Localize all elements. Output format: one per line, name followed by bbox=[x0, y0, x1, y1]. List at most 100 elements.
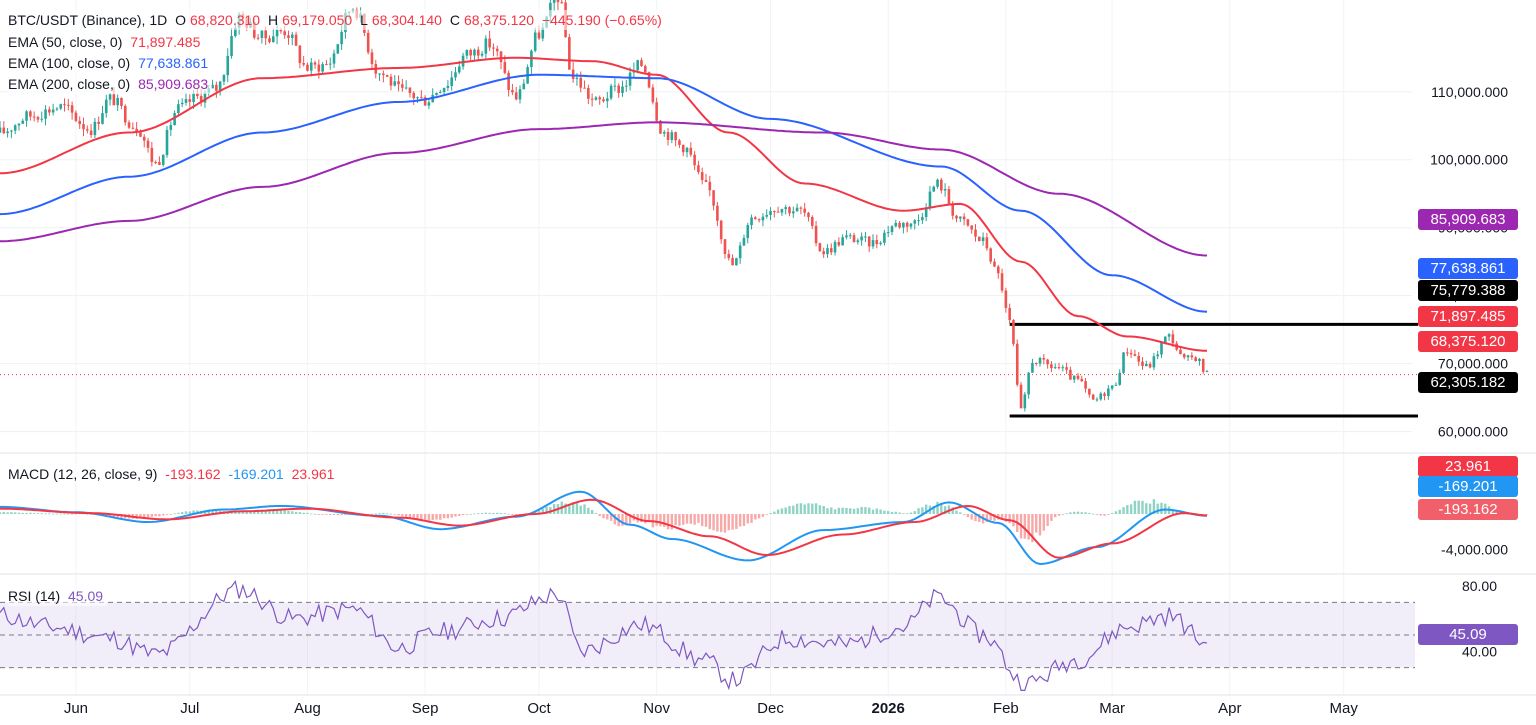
candle-body bbox=[1000, 273, 1004, 291]
ema200-value: 85,909.683 bbox=[138, 76, 209, 92]
macd-tick-label: -4,000.000 bbox=[1441, 542, 1508, 558]
macd-histogram-bar bbox=[67, 513, 70, 515]
candle-body bbox=[1145, 363, 1148, 367]
macd-histogram-bar bbox=[704, 514, 708, 527]
macd-histogram-bar bbox=[685, 514, 689, 524]
macd-histogram-bar bbox=[647, 514, 651, 522]
macd-histogram-bar bbox=[723, 514, 727, 533]
macd-histogram-bar bbox=[154, 514, 157, 517]
macd-histogram-bar bbox=[385, 513, 389, 515]
macd-histogram-bar bbox=[332, 514, 336, 515]
macd-histogram-bar bbox=[571, 502, 575, 514]
macd-signal-badge: -169.201 bbox=[1418, 476, 1518, 497]
macd-histogram-bar bbox=[780, 508, 784, 514]
macd-histogram-bar bbox=[488, 512, 491, 514]
macd-histogram-bar bbox=[1095, 514, 1099, 515]
macd-histogram-bar bbox=[943, 506, 947, 514]
candle-body bbox=[735, 258, 738, 266]
candle-body bbox=[712, 190, 715, 206]
macd-histogram-bar bbox=[10, 512, 13, 514]
candle-body bbox=[32, 116, 36, 118]
open-value: 68,820.310 bbox=[190, 12, 261, 28]
candle-body bbox=[1084, 381, 1087, 389]
candle-body bbox=[981, 237, 985, 242]
macd-histogram-bar bbox=[909, 512, 913, 514]
candle-body bbox=[716, 205, 719, 221]
candle-body bbox=[454, 72, 457, 78]
macd-histogram-bar bbox=[1000, 514, 1004, 518]
candle-body bbox=[1023, 394, 1027, 409]
candle-body bbox=[101, 113, 104, 124]
candle-body bbox=[465, 49, 469, 56]
macd-histogram-bar bbox=[757, 514, 761, 519]
macd-histogram-bar bbox=[818, 505, 822, 514]
macd-histogram-bar bbox=[773, 511, 776, 514]
candle-body bbox=[234, 27, 237, 37]
candle-body bbox=[989, 248, 992, 262]
macd-histogram-bar bbox=[663, 514, 666, 527]
candle-body bbox=[959, 216, 962, 219]
candle-body bbox=[336, 44, 340, 54]
macd-histogram-bar bbox=[590, 509, 594, 514]
candle-body bbox=[1053, 367, 1057, 369]
macd-histogram-bar bbox=[116, 514, 119, 518]
macd-histogram-bar bbox=[287, 511, 290, 514]
candle-body bbox=[1069, 369, 1072, 380]
macd-histogram-bar bbox=[799, 503, 803, 514]
ema50-label: EMA (50, close, 0) bbox=[8, 34, 123, 50]
candle-body bbox=[788, 207, 791, 214]
macd-histogram-bar bbox=[628, 514, 632, 524]
candle-body bbox=[974, 229, 977, 237]
macd-histogram-bar bbox=[913, 511, 916, 514]
candle-body bbox=[313, 62, 317, 65]
macd-histogram-bar bbox=[951, 507, 954, 514]
macd-histogram-bar bbox=[936, 501, 939, 514]
candle-body bbox=[203, 92, 207, 103]
macd-histogram-bar bbox=[382, 512, 385, 514]
candle-body bbox=[457, 66, 461, 73]
candle-body bbox=[1046, 359, 1049, 365]
candle-body bbox=[936, 179, 939, 187]
macd-histogram-bar bbox=[162, 514, 165, 516]
macd-histogram-bar bbox=[579, 505, 582, 514]
macd-histogram-bar bbox=[575, 502, 579, 514]
macd-histogram-bar bbox=[606, 514, 609, 520]
candle-body bbox=[602, 99, 605, 102]
candle-body bbox=[492, 47, 495, 49]
macd-histogram-bar bbox=[640, 514, 643, 523]
candle-body bbox=[977, 236, 981, 242]
macd-histogram-bar bbox=[1118, 509, 1121, 514]
time-tick-label: Oct bbox=[527, 700, 551, 717]
candle-body bbox=[803, 208, 806, 213]
macd-histogram-bar bbox=[1080, 512, 1083, 514]
candle-body bbox=[135, 128, 138, 133]
candle-body bbox=[120, 97, 123, 106]
candle-body bbox=[613, 85, 617, 87]
candle-body bbox=[488, 38, 491, 48]
candle-body bbox=[921, 217, 924, 221]
macd-histogram-bar bbox=[192, 510, 195, 514]
candle-body bbox=[25, 111, 28, 121]
candle-body bbox=[662, 132, 666, 134]
candle-body bbox=[503, 62, 507, 73]
macd-histogram-bar bbox=[17, 512, 21, 514]
candle-body bbox=[947, 189, 951, 204]
candle-body bbox=[230, 36, 233, 57]
candle-body bbox=[848, 235, 852, 237]
macd-histogram-bar bbox=[1099, 514, 1102, 516]
candle-body bbox=[89, 130, 93, 136]
macd-histogram-bar bbox=[374, 513, 377, 515]
candle-body bbox=[609, 85, 613, 99]
ema200-label: EMA (200, close, 0) bbox=[8, 76, 131, 92]
macd-histogram-bar bbox=[298, 512, 302, 514]
candle-body bbox=[1038, 358, 1042, 364]
candle-body bbox=[1042, 358, 1046, 360]
macd-histogram-bar bbox=[666, 514, 670, 530]
ema50-line bbox=[0, 56, 1207, 352]
macd-histogram-bar bbox=[177, 512, 180, 514]
candle-body bbox=[932, 186, 936, 192]
candle-body bbox=[951, 203, 955, 216]
candle-body bbox=[215, 84, 218, 91]
candle-body bbox=[594, 97, 598, 100]
macd-histogram-bar bbox=[959, 512, 962, 514]
